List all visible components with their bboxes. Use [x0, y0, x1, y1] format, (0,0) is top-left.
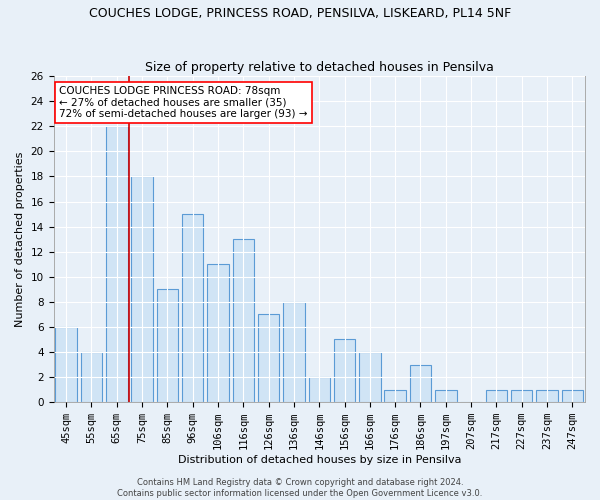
- Bar: [55, 327, 77, 402]
- Bar: [233, 239, 254, 402]
- Bar: [207, 264, 229, 402]
- Bar: [359, 352, 380, 402]
- Bar: [106, 126, 128, 402]
- Bar: [283, 302, 305, 402]
- Bar: [157, 290, 178, 402]
- Bar: [485, 390, 507, 402]
- Bar: [410, 364, 431, 402]
- Bar: [435, 390, 457, 402]
- Text: Contains HM Land Registry data © Crown copyright and database right 2024.
Contai: Contains HM Land Registry data © Crown c…: [118, 478, 482, 498]
- Title: Size of property relative to detached houses in Pensilva: Size of property relative to detached ho…: [145, 60, 494, 74]
- Bar: [562, 390, 583, 402]
- Bar: [308, 377, 330, 402]
- Bar: [81, 352, 102, 402]
- Text: COUCHES LODGE PRINCESS ROAD: 78sqm
← 27% of detached houses are smaller (35)
72%: COUCHES LODGE PRINCESS ROAD: 78sqm ← 27%…: [59, 86, 307, 119]
- Bar: [131, 176, 153, 402]
- Bar: [385, 390, 406, 402]
- Bar: [334, 340, 355, 402]
- Bar: [182, 214, 203, 402]
- Y-axis label: Number of detached properties: Number of detached properties: [15, 152, 25, 327]
- Bar: [258, 314, 280, 402]
- Bar: [536, 390, 558, 402]
- Bar: [511, 390, 532, 402]
- X-axis label: Distribution of detached houses by size in Pensilva: Distribution of detached houses by size …: [178, 455, 461, 465]
- Text: COUCHES LODGE, PRINCESS ROAD, PENSILVA, LISKEARD, PL14 5NF: COUCHES LODGE, PRINCESS ROAD, PENSILVA, …: [89, 8, 511, 20]
